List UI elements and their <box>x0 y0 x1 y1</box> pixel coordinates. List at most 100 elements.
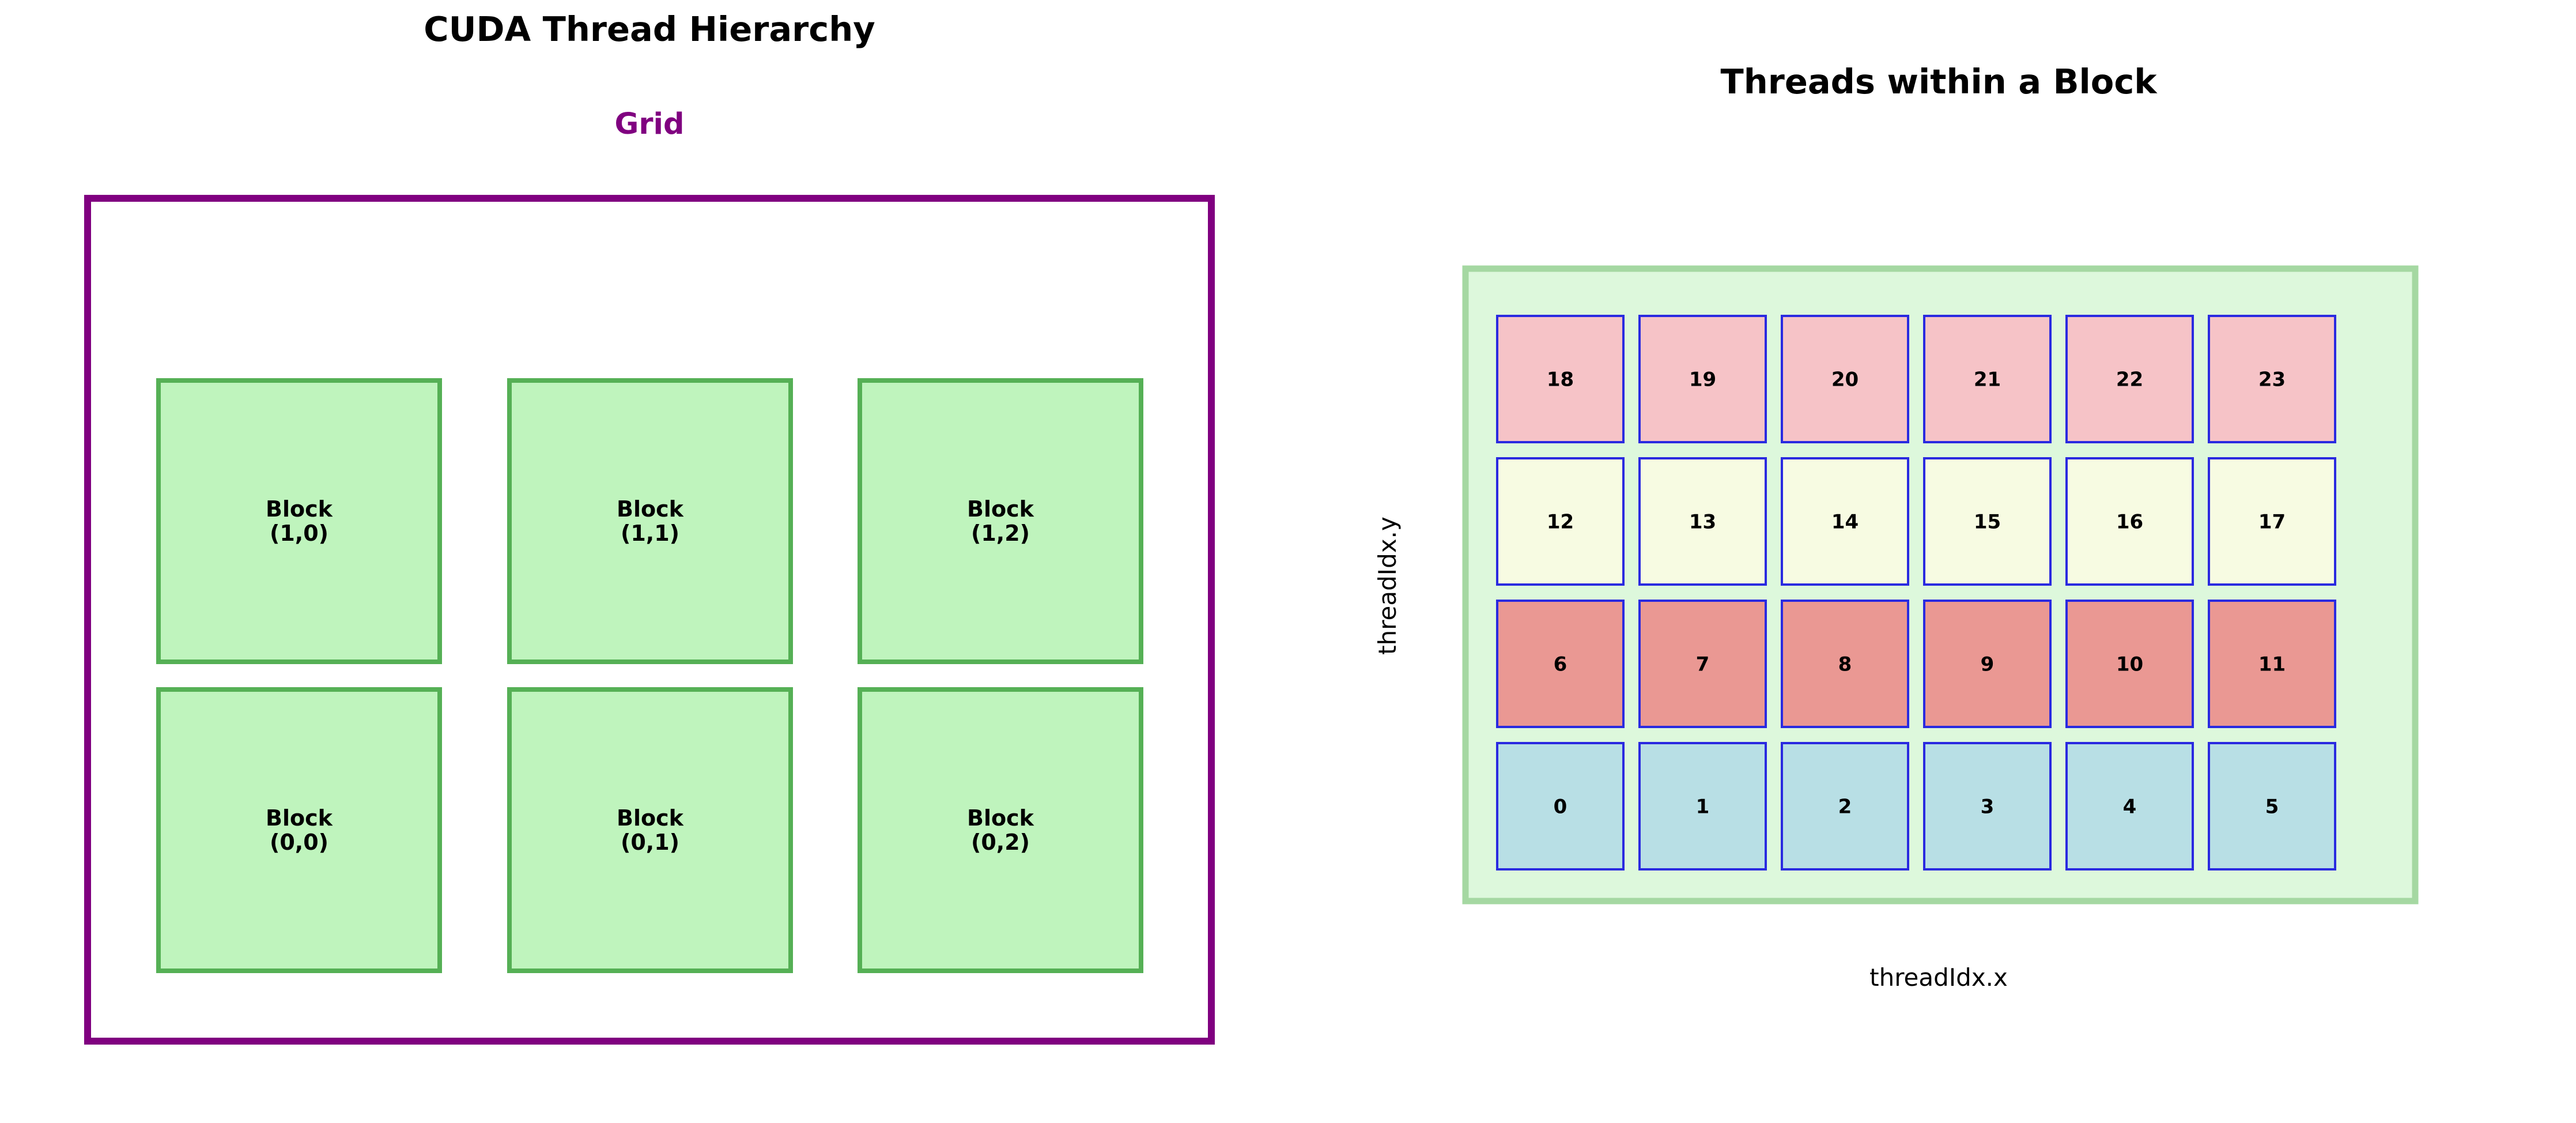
block-box <box>156 687 442 973</box>
block-1-1: Block(1,1) <box>507 378 793 664</box>
thread-22: 22 <box>2065 315 2194 443</box>
block-index: (0,2) <box>971 830 1030 855</box>
x-axis-label: threadIdx.x <box>1869 963 2008 992</box>
block-label: Block <box>617 496 684 522</box>
block-index: (0,0) <box>270 830 328 855</box>
thread-id-label: 11 <box>2258 653 2286 676</box>
thread-id-label: 5 <box>2265 796 2279 819</box>
thread-cell <box>2208 315 2336 443</box>
thread-15: 15 <box>1923 457 2052 586</box>
thread-cell <box>1638 742 1767 870</box>
thread-id-label: 8 <box>1838 653 1852 676</box>
thread-14: 14 <box>1781 457 1909 586</box>
thread-2: 2 <box>1781 742 1909 870</box>
thread-0: 0 <box>1496 742 1625 870</box>
thread-cell <box>1923 457 2052 586</box>
thread-id-label: 9 <box>1981 653 1995 676</box>
thread-cell <box>1496 742 1625 870</box>
thread-id-label: 12 <box>1547 511 1574 534</box>
block-label: Block <box>266 496 333 522</box>
thread-cell <box>1923 742 2052 870</box>
thread-23: 23 <box>2208 315 2336 443</box>
thread-id-label: 15 <box>1974 511 2001 534</box>
thread-id-label: 10 <box>2116 653 2143 676</box>
thread-cell <box>1638 457 1767 586</box>
block-label: Block <box>617 805 684 831</box>
block-index: (1,2) <box>971 521 1030 546</box>
thread-cell <box>1496 600 1625 728</box>
block-1-0: Block(1,0) <box>156 378 442 664</box>
thread-cell <box>2065 600 2194 728</box>
thread-id-label: 3 <box>1981 796 1995 819</box>
y-axis-label: threadIdx.y <box>1373 517 1402 655</box>
thread-12: 12 <box>1496 457 1625 586</box>
thread-cell <box>2208 600 2336 728</box>
thread-13: 13 <box>1638 457 1767 586</box>
block-0-1: Block(0,1) <box>507 687 793 973</box>
block-label: Block <box>967 496 1034 522</box>
thread-7: 7 <box>1638 600 1767 728</box>
thread-10: 10 <box>2065 600 2194 728</box>
thread-4: 4 <box>2065 742 2194 870</box>
blocks-layer: Block(1,0)Block(1,1)Block(1,2)Block(0,0)… <box>156 378 1143 973</box>
thread-id-label: 14 <box>1831 511 1859 534</box>
block-0-0: Block(0,0) <box>156 687 442 973</box>
thread-9: 9 <box>1923 600 2052 728</box>
thread-id-label: 4 <box>2123 796 2137 819</box>
block-1-2: Block(1,2) <box>858 378 1143 664</box>
thread-cell <box>1496 457 1625 586</box>
thread-cell <box>1923 600 2052 728</box>
thread-19: 19 <box>1638 315 1767 443</box>
thread-id-label: 0 <box>1554 796 1567 819</box>
thread-cell <box>1781 600 1909 728</box>
thread-id-label: 20 <box>1831 368 1859 391</box>
block-box <box>858 687 1143 973</box>
thread-8: 8 <box>1781 600 1909 728</box>
thread-cell <box>1923 315 2052 443</box>
thread-cell <box>2208 742 2336 870</box>
thread-1: 1 <box>1638 742 1767 870</box>
thread-cell <box>1781 315 1909 443</box>
thread-21: 21 <box>1923 315 2052 443</box>
thread-id-label: 17 <box>2258 511 2286 534</box>
thread-5: 5 <box>2208 742 2336 870</box>
block-box <box>858 378 1143 664</box>
thread-cell <box>2065 315 2194 443</box>
thread-3: 3 <box>1923 742 2052 870</box>
block-index: (0,1) <box>621 830 679 855</box>
thread-id-label: 13 <box>1689 511 1716 534</box>
thread-11: 11 <box>2208 600 2336 728</box>
thread-id-label: 16 <box>2116 511 2143 534</box>
thread-cell <box>2208 457 2336 586</box>
thread-id-label: 7 <box>1696 653 1710 676</box>
thread-id-label: 1 <box>1696 796 1710 819</box>
thread-cell <box>1638 315 1767 443</box>
thread-cell <box>2065 457 2194 586</box>
block-0-2: Block(0,2) <box>858 687 1143 973</box>
thread-20: 20 <box>1781 315 1909 443</box>
block-label: Block <box>266 805 333 831</box>
block-box <box>156 378 442 664</box>
thread-id-label: 2 <box>1838 796 1852 819</box>
thread-id-label: 19 <box>1689 368 1716 391</box>
thread-18: 18 <box>1496 315 1625 443</box>
thread-id-label: 21 <box>1974 368 2001 391</box>
thread-cell <box>1638 600 1767 728</box>
thread-6: 6 <box>1496 600 1625 728</box>
threads-panel-title: Threads within a Block <box>1720 62 2158 101</box>
thread-id-label: 18 <box>1547 368 1574 391</box>
grid-panel-title: CUDA Thread Hierarchy <box>424 9 875 49</box>
block-box <box>507 687 793 973</box>
block-label: Block <box>967 805 1034 831</box>
thread-cell <box>2065 742 2194 870</box>
thread-17: 17 <box>2208 457 2336 586</box>
thread-cell <box>1781 457 1909 586</box>
thread-cell <box>1781 742 1909 870</box>
grid-label: Grid <box>614 107 684 141</box>
grid-outline <box>84 195 1215 1045</box>
block-box <box>507 378 793 664</box>
thread-16: 16 <box>2065 457 2194 586</box>
